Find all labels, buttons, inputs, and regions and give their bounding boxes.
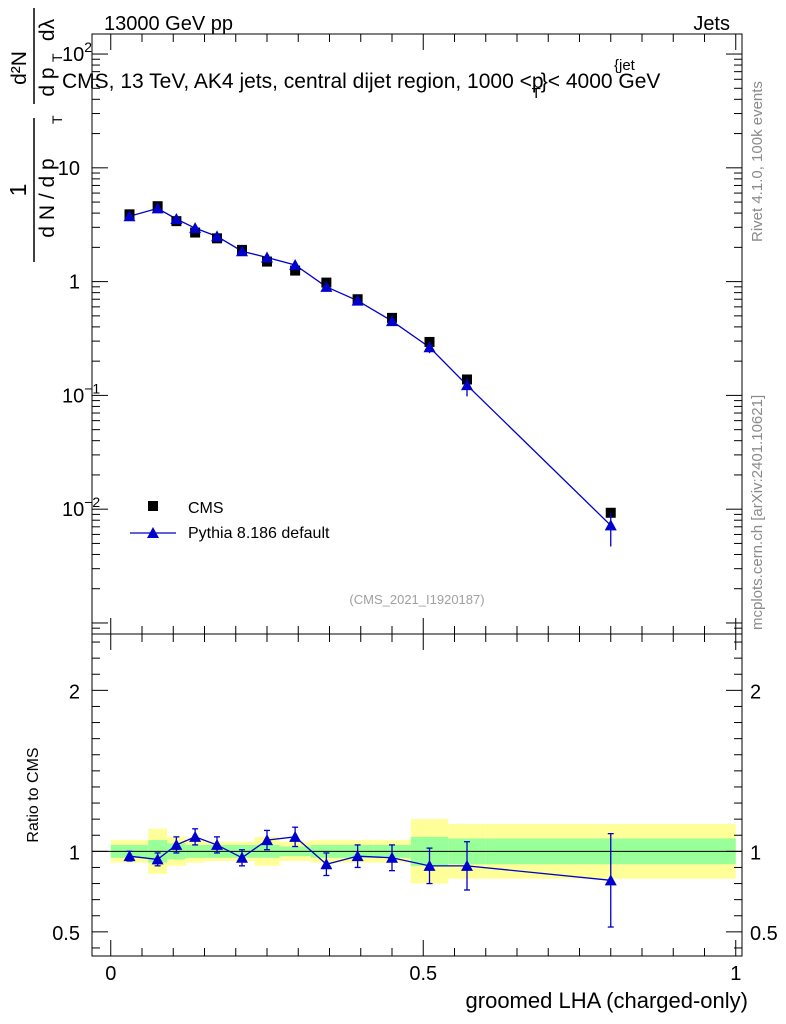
ratio-data-point [289, 830, 302, 842]
y-tick-label-exponent: −1 [84, 380, 100, 396]
pythia-data-point [604, 519, 617, 531]
ratio-data-point [386, 851, 398, 863]
ratio-data-point [123, 850, 136, 862]
ratio-tick-labels: 0.5 0.5 1 1 2 2 0 0.5 1 [52, 681, 778, 985]
ratio-panel-frame [91, 633, 743, 957]
ratio-data-point [320, 858, 333, 870]
ratio-data-point [461, 859, 473, 871]
pythia-data-point [236, 245, 248, 257]
pythia-data-point [351, 294, 364, 306]
chart-title-sub: T [532, 85, 541, 102]
main-panel-ticks [92, 34, 742, 635]
x-tick-label: 1 [730, 963, 741, 985]
y-tick-label: 10−2 [62, 494, 100, 521]
ratio-uncertainty-bands [110, 819, 736, 884]
chart-title: CMS, 13 TeV, AK4 jets, central dijet reg… [62, 70, 660, 102]
ylabel-num1: 1 [5, 184, 31, 197]
ratio-data-layer [123, 826, 617, 928]
main-data-layer [123, 201, 617, 547]
x-tick-label: 0 [105, 963, 116, 985]
y-tick-label: 10 [58, 158, 80, 180]
pythia-data-point [189, 222, 202, 234]
pythia-data-point [123, 210, 136, 222]
ylabel-den2: d p [36, 67, 59, 96]
rivet-version-text: Rivet 4.1.0, 100k events [749, 81, 766, 242]
header-right-label: Jets [693, 13, 730, 35]
ratio-y-tick-label-left: 0.5 [52, 923, 80, 945]
y-tick-label: 1 [69, 272, 80, 294]
y-tick-label-exponent: 2 [84, 39, 92, 55]
ratio-y-tick-label-right: 1 [750, 842, 761, 864]
ratio-data-point [151, 853, 164, 865]
main-y-tick-labels: 102 10 1 10−1 10−2 [58, 39, 101, 521]
chart-title-sup: {jet [614, 57, 636, 74]
mcplots-reference-text: mcplots.cern.ch [arXiv:2401.10621] [749, 395, 766, 630]
x-tick-label: 0.5 [409, 963, 437, 985]
cms-data-point [605, 507, 616, 518]
legend: CMS Pythia 8.186 default [130, 500, 330, 542]
ratio-data-point [351, 850, 364, 862]
ratio-y-tick-label-right: 0.5 [750, 923, 778, 945]
x-axis-label: groomed LHA (charged-only) [466, 988, 748, 1013]
ratio-panel-ticks [92, 634, 742, 956]
cms-data-point [290, 265, 301, 276]
pythia-data-point [386, 315, 398, 327]
ylabel-lambda: dλ [36, 18, 59, 41]
ylabel-num2: d²N [8, 51, 31, 85]
ylabel-den2-sub: T [49, 53, 65, 62]
ratio-data-point [211, 838, 223, 850]
ylabel-den1-sub: T [49, 115, 65, 124]
pythia-data-point [289, 258, 302, 270]
ylabel-den1: d N / d p [36, 158, 59, 237]
pythia-data-point [320, 280, 333, 292]
y-tick-label: 10−1 [62, 380, 100, 407]
legend-cms-label: CMS [188, 500, 224, 517]
analysis-watermark: (CMS_2021_I1920187) [349, 592, 484, 607]
ratio-data-point [189, 830, 202, 842]
pythia-data-point [423, 341, 436, 353]
ratio-data-point [236, 851, 248, 863]
legend-pythia-marker [147, 527, 159, 538]
ratio-y-tick-label-left: 2 [69, 681, 80, 703]
main-y-axis-label: 1 d N / d p T d²N d p T dλ [5, 8, 65, 262]
legend-pythia-label: Pythia 8.186 default [188, 525, 330, 542]
y-tick-label: 102 [62, 39, 92, 66]
y-tick-label-exponent: −2 [84, 494, 100, 510]
main-panel-frame [91, 33, 743, 635]
header-left-label: 13000 GeV pp [104, 13, 233, 35]
pythia-data-point [261, 251, 273, 263]
ratio-y-tick-label-left: 1 [69, 842, 80, 864]
pythia-series-line [129, 207, 612, 526]
chart-title-main: CMS, 13 TeV, AK4 jets, central dijet reg… [62, 70, 544, 93]
pythia-data-point [151, 202, 164, 214]
ratio-series-line [129, 836, 611, 881]
ratio-data-point [261, 834, 273, 846]
pythia-data-point [211, 230, 223, 242]
chart-title-tail: }< 4000 GeV [541, 70, 661, 93]
legend-cms-marker [148, 501, 158, 511]
pythia-data-point [461, 379, 473, 391]
ratio-y-tick-label-right: 2 [750, 681, 761, 703]
ratio-data-point [604, 874, 617, 886]
ratio-data-point [423, 859, 436, 871]
ratio-data-point [170, 838, 183, 850]
pythia-data-point [170, 213, 183, 225]
ratio-y-axis-label: Ratio to CMS [25, 747, 42, 842]
